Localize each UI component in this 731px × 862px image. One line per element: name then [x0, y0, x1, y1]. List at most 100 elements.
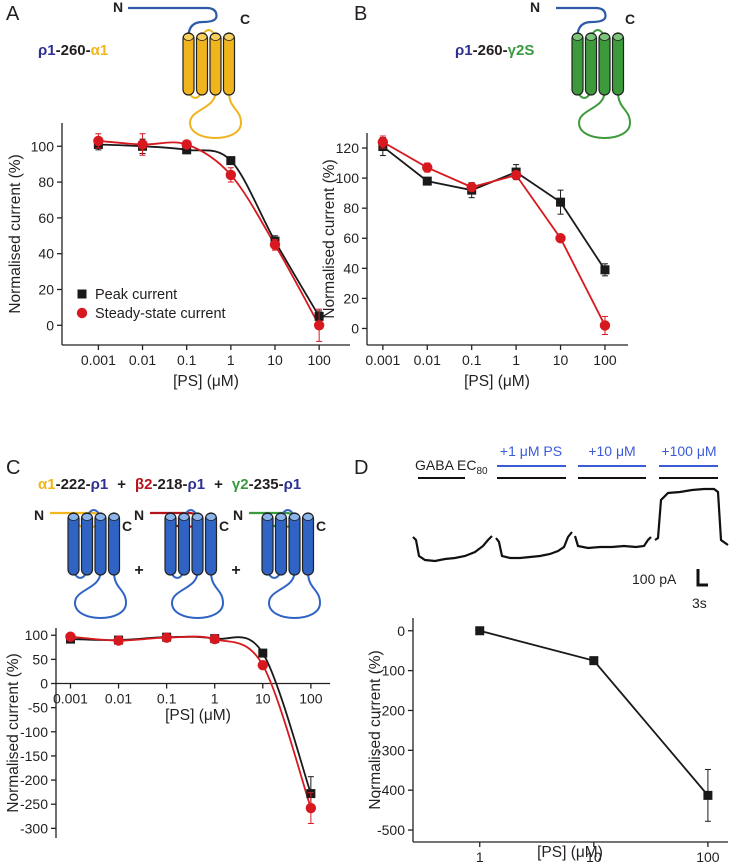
legend-marker: [76, 307, 88, 319]
plus-sign: +: [134, 562, 143, 579]
drug-label: +1 μM PS: [500, 443, 562, 459]
baseline-label: GABA EC80: [415, 457, 488, 477]
x-axis-label: [PS] (μM): [537, 844, 603, 861]
terminal-label: C: [316, 518, 326, 534]
y-tick-label: 120: [336, 140, 360, 156]
x-tick-label: 0.01: [129, 352, 156, 368]
y-tick-label: -50: [28, 700, 48, 716]
x-tick-label: 0.001: [365, 352, 400, 368]
data-point: [258, 648, 268, 658]
helix-top: [223, 33, 235, 41]
construct-part: β2: [135, 476, 153, 493]
construct-part: α1: [38, 476, 56, 493]
panel-label: A: [6, 3, 20, 25]
scale-time: 3s: [692, 595, 707, 611]
terminal-label: C: [240, 11, 250, 27]
helix-top: [165, 513, 176, 521]
data-point: [209, 633, 220, 645]
helix-top: [95, 513, 106, 521]
n-terminus: [128, 6, 218, 38]
panel-label: C: [6, 457, 20, 479]
data-point: [556, 197, 566, 207]
trace-segment: [412, 535, 493, 563]
data-point: [137, 139, 148, 150]
helix: [274, 512, 288, 576]
data-point: [269, 239, 281, 250]
x-axis-label: [PS] (μM): [173, 373, 239, 390]
helix: [288, 512, 301, 576]
y-tick-label: 0: [397, 623, 405, 639]
y-tick-label: -200: [377, 702, 405, 718]
construct-part: ρ1: [284, 476, 302, 493]
y-tick-label: 0: [46, 317, 54, 333]
terminal-label: C: [625, 11, 635, 27]
helix-top: [192, 513, 203, 521]
construct-part: ρ1: [188, 476, 206, 493]
legend-label: Peak current: [95, 287, 177, 303]
helix: [584, 32, 598, 96]
y-tick-label: 60: [38, 210, 54, 226]
helix: [222, 32, 236, 96]
y-tick-label: 40: [343, 260, 359, 276]
data-point: [182, 145, 192, 155]
series-line: [382, 141, 606, 326]
y-tick-label: 60: [343, 230, 359, 246]
helix-top: [205, 513, 217, 521]
helix: [164, 512, 177, 576]
y-tick-label: 40: [38, 246, 54, 262]
data-point: [313, 320, 325, 331]
helix: [195, 32, 209, 96]
data-point: [161, 632, 172, 643]
trace-segment: [654, 487, 729, 546]
construct-part: -260-: [473, 42, 508, 59]
y-tick-label: -150: [20, 748, 48, 764]
terminal-label: N: [233, 507, 243, 523]
helix: [598, 32, 611, 96]
intracellular-loop: [267, 571, 322, 619]
intracellular-loop: [577, 91, 632, 139]
data-point: [226, 156, 236, 166]
x-tick-label: 10: [586, 849, 602, 862]
legend-label: Steady-state current: [95, 306, 226, 322]
terminal-label: N: [134, 507, 144, 523]
y-tick-label: 100: [336, 170, 360, 186]
construct-label: ρ1-260-γ2S: [455, 42, 534, 59]
label-text: GABA EC: [415, 457, 476, 473]
data-point: [65, 631, 76, 642]
y-tick-label: 20: [38, 282, 54, 298]
construct-part: γ2S: [508, 42, 535, 59]
data-point: [600, 265, 610, 275]
helix-top: [183, 33, 194, 41]
y-tick-label: -200: [20, 772, 48, 788]
y-tick-label: -100: [377, 663, 405, 679]
construct-label: ρ1-260-α1: [38, 42, 108, 59]
helix: [94, 512, 107, 576]
x-tick-label: 100: [299, 691, 323, 707]
data-point: [475, 626, 485, 636]
plus-sign: +: [117, 476, 126, 493]
helix: [107, 512, 121, 576]
terminal-label: C: [122, 518, 132, 534]
helix-top: [599, 33, 610, 41]
data-point: [225, 169, 237, 181]
plus-sign: +: [231, 562, 240, 579]
y-tick-label: -100: [20, 724, 48, 740]
x-tick-label: 1: [476, 849, 484, 862]
intracellular-loop: [170, 571, 225, 619]
x-tick-label: 0.1: [177, 352, 197, 368]
data-point: [466, 181, 477, 193]
data-point: [377, 136, 389, 148]
helix-top: [81, 513, 93, 521]
helix-top: [196, 33, 208, 41]
data-point: [113, 635, 124, 646]
intracellular-loop: [188, 91, 243, 139]
x-tick-label: 0.1: [157, 691, 177, 707]
helix-top: [275, 513, 287, 521]
construct-part: ρ1: [38, 42, 56, 59]
y-axis-label: Normalised current (%): [7, 154, 24, 313]
data-point: [589, 656, 599, 666]
x-axis-label: [PS] (μM): [464, 373, 530, 390]
construct-part: α1: [91, 42, 109, 59]
x-tick-label: 0.01: [414, 352, 441, 368]
